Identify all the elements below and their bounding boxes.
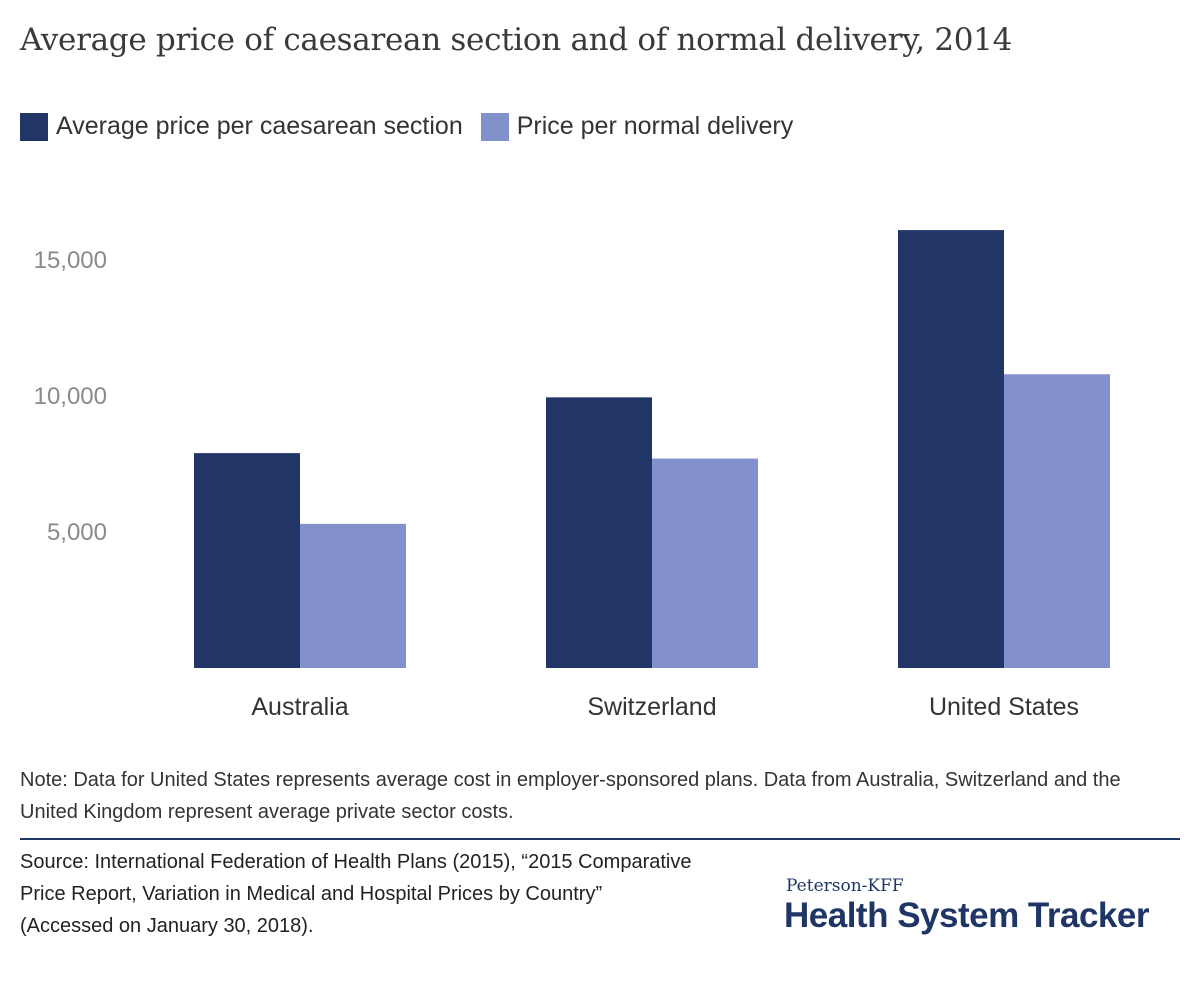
legend-label-normal: Price per normal delivery	[516, 112, 794, 140]
legend: Average price per caesarean section Pric…	[20, 112, 811, 141]
bar-caesarean-united-states	[898, 230, 1004, 668]
y-tick-label: 5,000	[47, 519, 107, 546]
x-tick-label: Switzerland	[587, 693, 716, 721]
legend-swatch-normal	[480, 112, 509, 141]
bar-caesarean-australia	[194, 453, 300, 668]
legend-item-normal: Price per normal delivery	[480, 112, 794, 141]
bar-caesarean-switzerland	[546, 397, 652, 668]
legend-item-caesarean: Average price per caesarean section	[20, 112, 463, 141]
x-tick-label: Australia	[251, 693, 348, 721]
legend-label-caesarean: Average price per caesarean section	[56, 112, 463, 140]
brand-subtitle: Peterson-KFF	[786, 876, 904, 896]
bar-chart: 5,000 10,000 15,000 Australia Switzerland Uni…	[34, 230, 1110, 721]
bar-normal-switzerland	[652, 458, 758, 668]
y-tick-label: 10,000	[34, 383, 107, 410]
chart-source: Source: International Federation of Heal…	[20, 851, 692, 937]
legend-swatch-caesarean	[20, 112, 48, 141]
bar-normal-australia	[300, 523, 406, 668]
brand-logo: Health System Tracker	[784, 896, 1149, 935]
x-tick-label: United States	[929, 693, 1079, 721]
divider	[20, 838, 1180, 840]
chart-note: Note: Data for United States represents …	[20, 769, 1121, 823]
bar-normal-united-states	[1004, 374, 1110, 668]
y-tick-label: 15,000	[34, 247, 107, 274]
chart-title: Average price of caesarean section and o…	[20, 22, 1013, 58]
